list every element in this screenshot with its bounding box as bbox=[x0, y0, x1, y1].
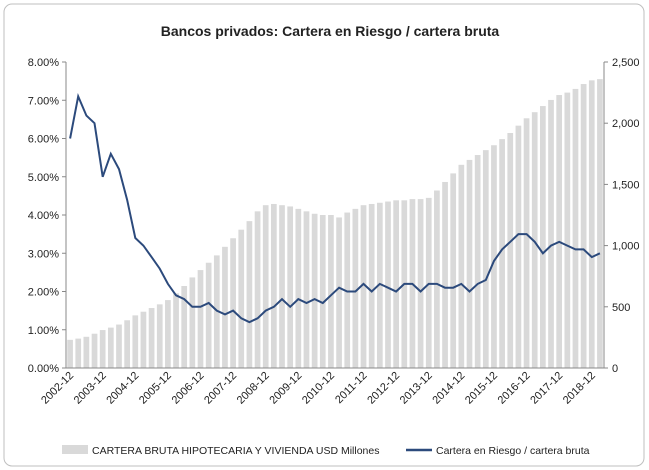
bar bbox=[75, 338, 82, 368]
bar bbox=[91, 333, 98, 368]
bar bbox=[83, 336, 90, 368]
y-tick-label: 6.00% bbox=[28, 134, 59, 146]
bar bbox=[67, 339, 73, 368]
bar bbox=[434, 190, 440, 368]
legend-swatch bbox=[62, 445, 88, 454]
y2-tick-label: 2,000 bbox=[612, 118, 640, 130]
y-tick-label: 0.00% bbox=[28, 363, 59, 375]
bar bbox=[254, 211, 261, 368]
bar bbox=[548, 99, 554, 368]
y-tick-label: 7.00% bbox=[28, 95, 59, 107]
bar bbox=[156, 304, 163, 368]
bar bbox=[523, 118, 530, 368]
bar bbox=[540, 106, 546, 369]
bar bbox=[344, 212, 351, 368]
bar bbox=[173, 293, 179, 368]
bar bbox=[311, 213, 318, 368]
bar bbox=[262, 205, 269, 368]
bar bbox=[368, 203, 375, 368]
bar bbox=[458, 164, 465, 368]
legend-label: Cartera en Riesgo / cartera bruta bbox=[436, 445, 590, 457]
bar bbox=[360, 205, 367, 368]
bar bbox=[279, 205, 285, 368]
bar bbox=[230, 238, 236, 368]
bar bbox=[189, 277, 196, 368]
bar bbox=[222, 246, 228, 368]
bar bbox=[572, 88, 579, 368]
bar bbox=[588, 80, 595, 369]
y-tick-label: 1.00% bbox=[28, 325, 59, 337]
bar bbox=[287, 206, 294, 368]
bar bbox=[303, 211, 310, 368]
y2-tick-label: 0 bbox=[612, 363, 618, 375]
chart-title: Bancos privados: Cartera en Riesgo / car… bbox=[161, 23, 500, 39]
bar bbox=[491, 145, 497, 368]
bar bbox=[597, 79, 603, 369]
bar bbox=[197, 270, 204, 368]
bar bbox=[376, 202, 383, 368]
bar bbox=[295, 208, 302, 368]
bar bbox=[474, 155, 481, 368]
bar bbox=[393, 200, 399, 368]
bar bbox=[107, 327, 114, 368]
bar bbox=[450, 173, 457, 368]
bar bbox=[515, 125, 522, 368]
bar bbox=[499, 139, 505, 368]
bar bbox=[238, 229, 245, 368]
bar bbox=[442, 181, 448, 368]
bar bbox=[385, 201, 391, 368]
bar bbox=[352, 208, 359, 368]
bar bbox=[181, 285, 188, 368]
line bbox=[69, 93, 601, 324]
bar bbox=[165, 300, 171, 368]
y-tick-label: 8.00% bbox=[28, 57, 59, 69]
bar bbox=[246, 221, 253, 368]
bar bbox=[124, 320, 130, 368]
bar bbox=[556, 95, 563, 368]
y2-tick-label: 2,500 bbox=[612, 57, 640, 69]
y2-tick-label: 1,000 bbox=[612, 241, 640, 253]
y-tick-label: 4.00% bbox=[28, 210, 59, 222]
y-tick-label: 5.00% bbox=[28, 172, 59, 184]
bar bbox=[132, 315, 139, 368]
bar bbox=[140, 311, 147, 368]
bar bbox=[564, 92, 571, 368]
bar bbox=[148, 308, 155, 368]
bar bbox=[319, 215, 326, 368]
y2-tick-label: 500 bbox=[612, 302, 630, 314]
y2-tick-label: 1,500 bbox=[612, 179, 640, 191]
bar bbox=[328, 215, 334, 368]
bar bbox=[205, 262, 212, 368]
bar bbox=[417, 199, 424, 368]
y-tick-label: 3.00% bbox=[28, 248, 59, 260]
bar bbox=[271, 203, 277, 368]
bar bbox=[580, 84, 587, 369]
bar bbox=[466, 159, 473, 368]
y-tick-label: 2.00% bbox=[28, 287, 59, 299]
bar bbox=[116, 324, 122, 368]
bar bbox=[531, 112, 538, 369]
bar bbox=[99, 330, 106, 368]
legend-label: CARTERA BRUTA HIPOTECARIA Y VIVIENDA USD… bbox=[92, 445, 379, 457]
bar bbox=[336, 217, 342, 368]
bar bbox=[482, 150, 489, 368]
bar bbox=[507, 132, 514, 368]
